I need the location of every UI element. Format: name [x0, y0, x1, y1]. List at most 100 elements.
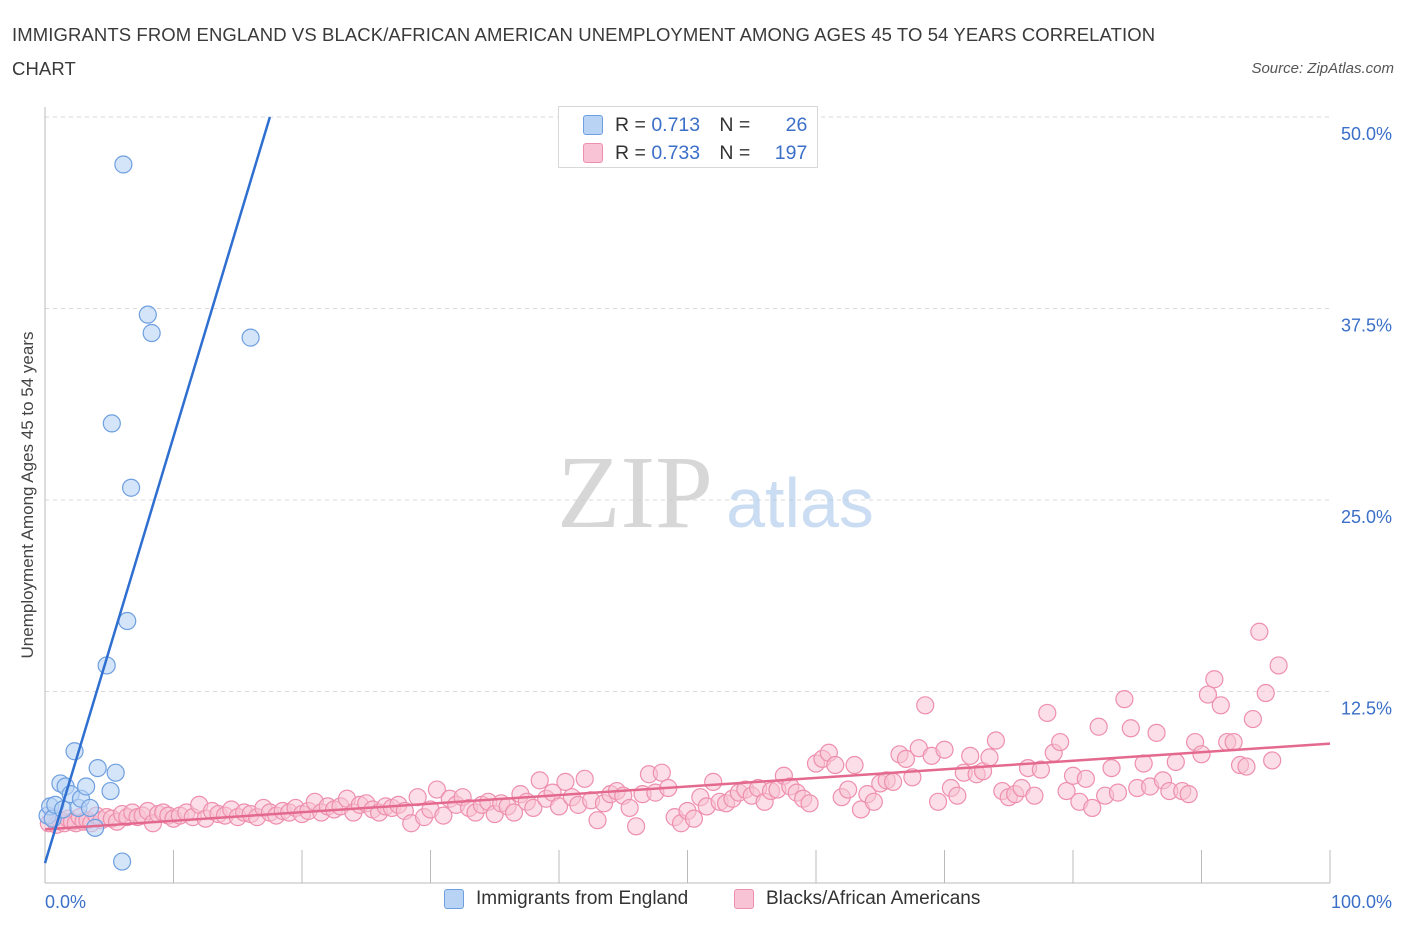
x-tick-label: 100.0%	[1331, 892, 1392, 912]
data-point-black	[1121, 719, 1140, 738]
y-tick-label: 50.0%	[1341, 124, 1392, 144]
data-point-black	[1108, 783, 1128, 802]
trendlines	[43, 116, 1331, 864]
n-value: 26	[785, 113, 808, 136]
data-point-black	[1179, 785, 1198, 804]
data-point-england	[86, 818, 105, 837]
data-point-black	[903, 768, 922, 787]
r-value: 0.733	[651, 141, 701, 164]
data-point-black	[948, 786, 967, 805]
data-point-black	[530, 771, 549, 790]
y-tick-label: 25.0%	[1341, 507, 1392, 527]
data-point-black	[1051, 732, 1070, 752]
data-point-england	[241, 328, 260, 347]
data-point-black	[434, 806, 453, 825]
r-label: R =	[615, 113, 652, 136]
data-point-england	[142, 323, 161, 343]
data-point-black	[1198, 685, 1218, 704]
data-point-black	[800, 794, 819, 813]
r-label: R =	[615, 141, 652, 164]
data-point-black	[935, 740, 954, 759]
legend-row-england: R = 0.713 N = 26	[583, 111, 807, 139]
data-point-black	[524, 798, 543, 818]
data-point-england	[77, 777, 96, 796]
data-point-black	[883, 772, 903, 791]
grid	[45, 116, 1330, 692]
data-point-black	[839, 780, 858, 799]
data-point-black	[961, 746, 980, 765]
data-point-black	[620, 798, 639, 818]
data-point-england	[118, 611, 137, 631]
n-value: 197	[774, 141, 808, 164]
data-point-black	[652, 763, 671, 782]
data-point-black	[1224, 732, 1243, 752]
data-point-black	[704, 772, 723, 791]
data-point-black	[504, 803, 524, 822]
data-point-england	[106, 763, 125, 782]
trendline-england	[43, 116, 272, 864]
data-point-black	[986, 731, 1006, 750]
data-point-black	[864, 792, 883, 811]
legend-row-black: R = 0.733 N = 197	[583, 139, 807, 167]
data-point-england	[88, 758, 107, 778]
legend-swatch-pink	[583, 143, 603, 163]
series-immigrants-from-england	[38, 155, 260, 871]
data-point-black	[1243, 709, 1263, 729]
data-point-black	[1147, 723, 1166, 742]
legend-swatch-blue	[583, 115, 603, 135]
data-point-black	[1025, 786, 1044, 805]
data-point-england	[102, 414, 121, 433]
data-point-black	[1250, 622, 1269, 641]
data-point-black	[626, 817, 646, 836]
data-point-black	[1205, 670, 1224, 689]
data-point-black	[826, 755, 845, 775]
legend-item-england: Immigrants from England	[444, 888, 688, 910]
data-point-black	[1269, 656, 1288, 675]
data-point-black	[1076, 769, 1095, 788]
data-point-black	[549, 797, 569, 816]
data-point-black	[1031, 760, 1050, 779]
data-point-black	[980, 748, 999, 767]
watermark-atlas: atlas	[726, 464, 874, 542]
data-point-black	[1237, 757, 1256, 776]
data-point-black	[1083, 798, 1102, 818]
y-tick-label: 37.5%	[1341, 316, 1392, 336]
data-point-black	[1115, 690, 1134, 709]
x-tick-label: 0.0%	[45, 892, 86, 912]
axes	[44, 107, 1331, 884]
legend-swatch-blue	[444, 889, 464, 909]
data-point-black	[575, 769, 594, 788]
data-point-black	[427, 780, 447, 799]
n-label: N =	[719, 113, 756, 136]
chart-title: IMMIGRANTS FROM ENGLAND VS BLACK/AFRICAN…	[12, 24, 1156, 79]
data-point-black	[896, 749, 916, 769]
data-point-black	[916, 696, 935, 715]
data-point-black	[1263, 751, 1282, 770]
n-label: N =	[719, 141, 756, 164]
legend-item-black: Blacks/African Americans	[734, 888, 980, 910]
data-point-black	[684, 809, 704, 828]
data-point-black	[928, 792, 948, 811]
trendline-black	[44, 742, 1331, 831]
data-point-england	[114, 155, 133, 174]
data-point-black	[1256, 683, 1275, 703]
source-label: Source: ZipAtlas.com	[1251, 60, 1394, 77]
data-point-black	[1211, 696, 1230, 715]
data-point-black	[556, 772, 575, 791]
data-point-black	[588, 811, 607, 830]
data-point-england	[121, 478, 141, 497]
data-point-england	[101, 781, 120, 801]
tick-labels: 12.5% 25.0% 37.5% 50.0% 0.0% 100.0%	[45, 124, 1392, 912]
data-point-black	[1038, 703, 1057, 723]
data-point-england	[138, 305, 157, 324]
data-point-black	[845, 755, 864, 775]
series-legend: Immigrants from England Blacks/African A…	[0, 888, 1406, 916]
data-point-black	[1166, 752, 1185, 772]
data-point-england	[80, 798, 100, 818]
data-point-black	[1057, 781, 1076, 801]
correlation-legend: R = 0.713 N = 26 R = 0.733 N = 197	[558, 106, 818, 168]
data-point-black	[1192, 745, 1211, 764]
watermark-zip: ZIP	[557, 435, 713, 550]
legend-swatch-pink	[734, 889, 754, 909]
